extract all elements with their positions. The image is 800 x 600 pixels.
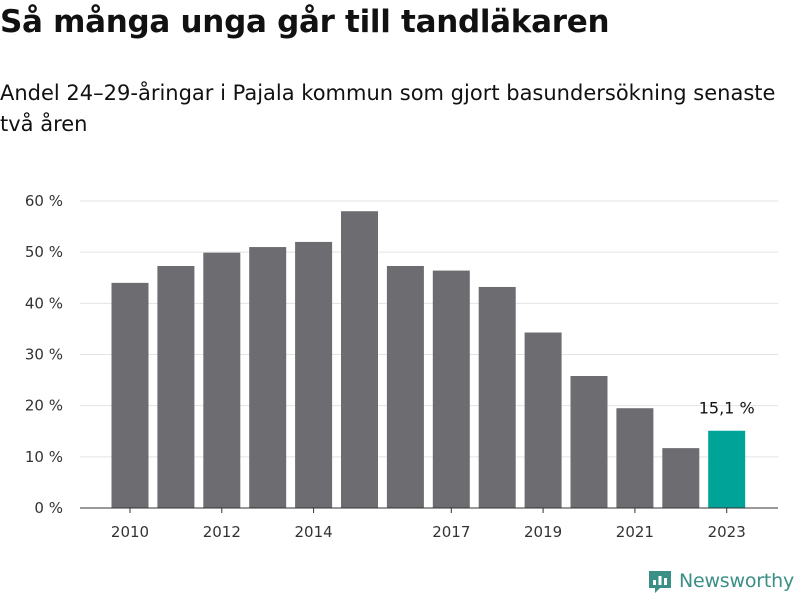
bar-chart: 0 % 10 % 20 % 30 % 40 % 50 % 60 % 2010 2012 2014…: [25, 192, 778, 541]
y-tick-label: 40 %: [25, 294, 63, 312]
bar-2022: [662, 448, 700, 508]
newsworthy-logo-text: Newsworthy: [678, 570, 794, 592]
x-tick-label: 2010: [111, 523, 149, 541]
x-axis-ticks: 2010 2012 2014 2017 2019 2021 2023: [111, 508, 746, 541]
y-tick-label: 50 %: [25, 243, 63, 261]
bar-2012: [203, 252, 241, 508]
y-tick-label: 0 %: [34, 499, 63, 517]
bar-2015: [341, 211, 378, 508]
bar-2020: [570, 375, 608, 508]
newsworthy-logo-icon: [648, 571, 671, 593]
gridlines: [80, 200, 778, 458]
bar-2023: [708, 430, 746, 508]
bar-2011: [157, 265, 195, 508]
data-labels: 15,1 %: [699, 399, 755, 418]
x-tick-label: 2019: [524, 523, 562, 541]
x-tick-label: 2014: [295, 523, 333, 541]
bars: [111, 211, 746, 509]
chart-title: Så många unga går till tandläkaren: [0, 4, 610, 40]
bar-2019: [524, 332, 562, 508]
x-tick-label: 2017: [432, 523, 470, 541]
y-tick-label: 30 %: [25, 346, 63, 364]
y-tick-label: 60 %: [25, 192, 63, 210]
y-axis-ticks: 0 % 10 % 20 % 30 % 40 % 50 % 60 %: [25, 192, 63, 517]
data-label-2023: 15,1 %: [699, 399, 755, 418]
bar-2010: [111, 282, 149, 508]
chart-subtitle: Andel 24–29-åringar i Pajala kommun som …: [0, 81, 776, 136]
bar-2018: [478, 286, 516, 508]
y-tick-label: 20 %: [25, 397, 63, 415]
bar-2014: [295, 241, 333, 508]
bar-2016: [386, 265, 424, 508]
bar-2017: [432, 270, 470, 508]
newsworthy-logo: Newsworthy: [647, 568, 794, 594]
x-tick-label: 2021: [616, 523, 654, 541]
bar-2021: [616, 408, 654, 508]
x-tick-label: 2012: [203, 523, 241, 541]
y-tick-label: 10 %: [25, 448, 63, 466]
bar-2013: [249, 247, 287, 509]
x-tick-label: 2023: [708, 523, 746, 541]
